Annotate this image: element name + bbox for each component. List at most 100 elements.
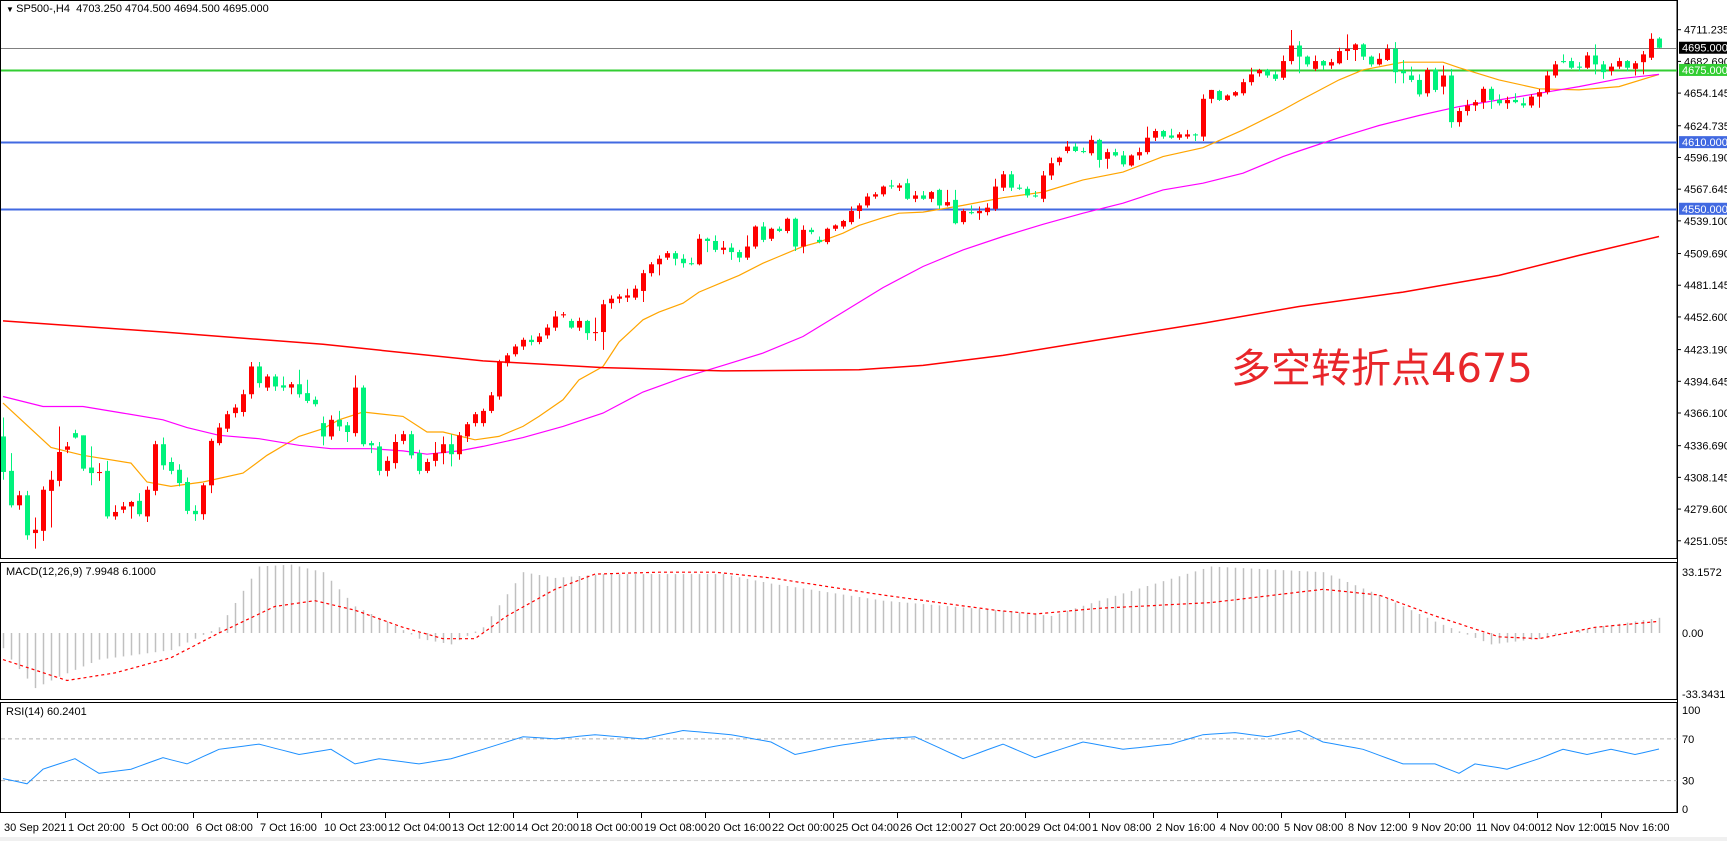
candle-up	[433, 453, 438, 461]
time-tick-label: 25 Oct 04:00	[836, 822, 899, 834]
candle-up	[49, 479, 54, 491]
price-level-badge	[1679, 202, 1727, 215]
candle-up	[633, 288, 638, 298]
time-tick-label: 22 Oct 00:00	[772, 822, 835, 834]
price-tick-label: 4336.690	[1684, 441, 1727, 453]
rsi-tick-label: 0	[1682, 804, 1688, 816]
candle-down	[1265, 69, 1270, 76]
candle-up	[545, 327, 550, 336]
candle-down	[1521, 103, 1526, 106]
candle-down	[409, 434, 414, 456]
candle-up	[57, 451, 62, 481]
candle-up	[1441, 75, 1446, 87]
time-tick-label: 1 Oct 20:00	[68, 822, 125, 834]
candle-up	[601, 304, 606, 333]
time-tick-label: 20 Oct 16:00	[708, 822, 771, 834]
candle-down	[273, 376, 278, 387]
candle-up	[153, 444, 158, 491]
candle-up	[1641, 54, 1646, 63]
candle-up	[393, 441, 398, 464]
candle-down	[1393, 48, 1398, 73]
candle-down	[169, 461, 174, 471]
candle-down	[1449, 75, 1454, 123]
price-tick-label: 4539.100	[1684, 216, 1727, 228]
candle-up	[873, 194, 878, 197]
candle-up	[1041, 175, 1046, 199]
candle-up	[1185, 134, 1190, 137]
time-tick-label: 2 Nov 16:00	[1156, 822, 1215, 834]
candle-up	[1281, 61, 1286, 78]
candle-up	[1137, 152, 1142, 156]
candle-down	[1297, 45, 1302, 57]
candle-down	[569, 320, 574, 328]
time-tick-label: 8 Nov 12:00	[1348, 822, 1407, 834]
candle-down	[817, 239, 822, 243]
candle-down	[1009, 174, 1014, 188]
candle-down	[1073, 146, 1078, 152]
macd-tick-label: -33.3431	[1682, 689, 1725, 701]
price-tick-label: 4452.600	[1684, 312, 1727, 324]
candle-down	[529, 339, 534, 343]
candle-up	[721, 247, 726, 250]
candle-down	[1417, 79, 1422, 95]
rsi-panel-frame	[0, 702, 1678, 813]
rsi-label: RSI(14) 60.2401	[6, 706, 87, 718]
chart-header: ▼ SP500-,H4 4703.250 4704.500 4694.500 4…	[6, 3, 269, 15]
candle-up	[33, 529, 38, 534]
candle-up	[1505, 99, 1510, 104]
price-level-label: 4695.000	[1682, 43, 1727, 55]
candle-up	[521, 339, 526, 347]
candle-down	[337, 419, 342, 427]
candle-down	[313, 399, 318, 405]
time-tick-label: 12 Oct 04:00	[388, 822, 451, 834]
time-tick-label: 6 Oct 08:00	[196, 822, 253, 834]
ohlc-readout: 4703.250 4704.500 4694.500 4695.000	[76, 3, 269, 15]
candle-down	[137, 500, 142, 515]
candle-down	[25, 495, 30, 536]
candle-down	[673, 253, 678, 259]
candle-up	[977, 210, 982, 214]
price-tick-label: 4654.145	[1684, 88, 1727, 100]
price-tick-label: 4279.600	[1684, 504, 1727, 516]
candle-up	[457, 435, 462, 455]
candle-up	[1129, 155, 1134, 166]
candle-down	[689, 263, 694, 265]
time-tick-label: 18 Oct 00:00	[580, 822, 643, 834]
candle-up	[121, 506, 126, 510]
bottom-strip	[0, 837, 1727, 841]
time-tick-label: 19 Oct 08:00	[644, 822, 707, 834]
candle-down	[1017, 187, 1022, 189]
candle-up	[865, 196, 870, 206]
candle-down	[793, 218, 798, 247]
candle-up	[857, 205, 862, 211]
candle-up	[241, 394, 246, 413]
triangle-down-icon[interactable]: ▼	[6, 5, 17, 14]
candle-down	[369, 443, 374, 446]
price-level-badge	[1679, 41, 1727, 54]
candle-down	[1593, 55, 1598, 65]
candle-up	[465, 424, 470, 437]
candle-down	[1121, 155, 1126, 165]
candle-down	[105, 470, 110, 517]
candle-down	[1033, 195, 1038, 197]
candle-up	[849, 210, 854, 223]
candle-up	[609, 298, 614, 304]
candle-up	[489, 395, 494, 411]
candle-up	[113, 511, 118, 517]
candle-down	[1025, 188, 1030, 196]
candle-up	[841, 220, 846, 227]
candle-up	[1585, 55, 1590, 68]
candle-up	[1153, 131, 1158, 138]
candle-up	[665, 253, 670, 258]
price-tick-label: 4596.190	[1684, 152, 1727, 164]
candle-down	[1513, 99, 1518, 103]
candle-up	[625, 295, 630, 298]
candle-up	[473, 414, 478, 424]
candle-down	[1305, 56, 1310, 65]
candle-up	[233, 407, 238, 414]
candle-up	[289, 384, 294, 388]
candle-up	[1649, 38, 1654, 58]
candle-down	[1569, 61, 1574, 68]
time-tick-label: 5 Nov 08:00	[1284, 822, 1343, 834]
